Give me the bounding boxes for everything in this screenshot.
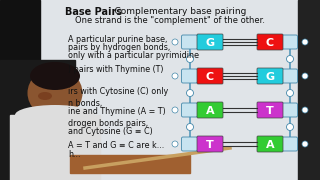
Bar bbox=[70, 155, 190, 173]
FancyBboxPatch shape bbox=[282, 137, 298, 151]
Text: T: T bbox=[266, 106, 274, 116]
Bar bbox=[0, 0, 40, 180]
FancyBboxPatch shape bbox=[197, 102, 223, 118]
Circle shape bbox=[187, 89, 194, 96]
FancyBboxPatch shape bbox=[282, 103, 298, 117]
FancyBboxPatch shape bbox=[181, 35, 197, 49]
Bar bbox=[298, 0, 320, 180]
Text: only with a particular pyrimidine: only with a particular pyrimidine bbox=[68, 51, 199, 60]
FancyBboxPatch shape bbox=[282, 69, 298, 83]
FancyBboxPatch shape bbox=[197, 34, 223, 50]
Text: One strand is the "complement" of the other.: One strand is the "complement" of the ot… bbox=[75, 16, 265, 25]
FancyBboxPatch shape bbox=[181, 137, 197, 151]
Bar bbox=[0, 60, 75, 180]
Text: irs with Cytosine (C) only: irs with Cytosine (C) only bbox=[68, 87, 168, 96]
FancyBboxPatch shape bbox=[257, 34, 283, 50]
Text: A: A bbox=[266, 140, 274, 150]
Circle shape bbox=[286, 55, 293, 62]
Circle shape bbox=[286, 123, 293, 130]
Circle shape bbox=[172, 107, 178, 113]
Ellipse shape bbox=[15, 105, 95, 125]
Text: ine and Thymine (A = T): ine and Thymine (A = T) bbox=[68, 107, 166, 116]
Text: and Cytosine (G ≡ C): and Cytosine (G ≡ C) bbox=[68, 127, 153, 136]
Text: ) pairs with Thymine (T): ) pairs with Thymine (T) bbox=[68, 65, 164, 74]
Text: G: G bbox=[205, 38, 215, 48]
FancyBboxPatch shape bbox=[257, 68, 283, 84]
FancyBboxPatch shape bbox=[197, 136, 223, 152]
Circle shape bbox=[172, 39, 178, 45]
Text: pairs by hydrogen bonds,: pairs by hydrogen bonds, bbox=[68, 43, 170, 52]
Text: C: C bbox=[206, 72, 214, 82]
Circle shape bbox=[172, 73, 178, 79]
Circle shape bbox=[302, 73, 308, 79]
Text: Base Pairs: Base Pairs bbox=[65, 7, 122, 17]
Ellipse shape bbox=[28, 68, 83, 118]
FancyBboxPatch shape bbox=[282, 35, 298, 49]
Text: n bonds,: n bonds, bbox=[68, 99, 102, 108]
Circle shape bbox=[187, 123, 194, 130]
Ellipse shape bbox=[38, 92, 52, 100]
Circle shape bbox=[302, 39, 308, 45]
FancyBboxPatch shape bbox=[181, 103, 197, 117]
Text: Complementary base pairing: Complementary base pairing bbox=[103, 7, 246, 16]
Text: A particular purine base,: A particular purine base, bbox=[68, 35, 167, 44]
FancyBboxPatch shape bbox=[197, 68, 223, 84]
Circle shape bbox=[172, 141, 178, 147]
FancyBboxPatch shape bbox=[257, 136, 283, 152]
FancyBboxPatch shape bbox=[257, 102, 283, 118]
Ellipse shape bbox=[30, 62, 80, 90]
Text: T: T bbox=[206, 140, 214, 150]
Circle shape bbox=[286, 89, 293, 96]
Text: G: G bbox=[265, 72, 275, 82]
Text: h...: h... bbox=[68, 150, 81, 159]
Text: C: C bbox=[266, 38, 274, 48]
Text: drogen bonds pairs,: drogen bonds pairs, bbox=[68, 119, 148, 128]
Circle shape bbox=[302, 141, 308, 147]
Text: A = T and G ≡ C are k...: A = T and G ≡ C are k... bbox=[68, 141, 164, 150]
Bar bbox=[10, 115, 100, 180]
Text: A: A bbox=[206, 106, 214, 116]
Circle shape bbox=[187, 55, 194, 62]
Circle shape bbox=[302, 107, 308, 113]
FancyBboxPatch shape bbox=[181, 69, 197, 83]
